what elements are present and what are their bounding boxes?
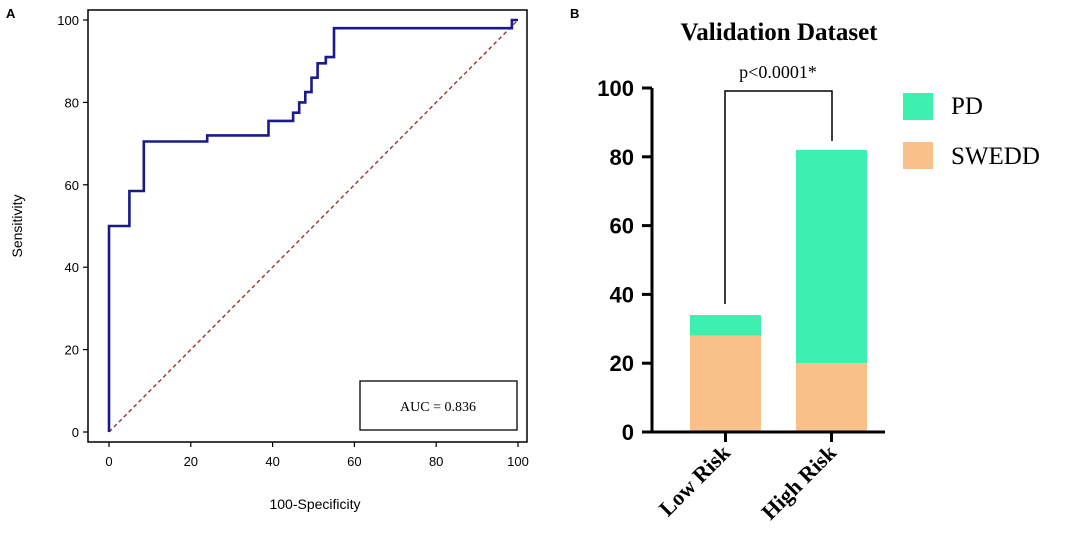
significance-bracket: [724, 90, 833, 304]
roc-x-axis-label: 100-Specificity: [269, 496, 360, 512]
roc-y-ticks: 0 20 40 60 80 100: [57, 13, 88, 440]
bar-group: [690, 149, 867, 432]
roc-y-axis-label: Sensitivity: [9, 194, 25, 257]
roc-x-tick-label: 80: [429, 454, 443, 469]
bar-category-labels: Low Risk High Risk: [654, 432, 842, 525]
roc-y-tick-label: 100: [57, 13, 79, 28]
roc-curve: [107, 18, 518, 432]
p-value-label: p<0.0001*: [739, 62, 817, 82]
auc-box: [359, 380, 518, 431]
roc-plot-frame: [87, 9, 528, 443]
bar-chart-title: Validation Dataset: [680, 19, 878, 46]
panel-b-letter: B: [570, 6, 579, 21]
roc-x-tick-label: 20: [184, 454, 198, 469]
legend-swatch-swedd: [903, 142, 933, 169]
roc-y-tick-label: 40: [65, 260, 79, 275]
bar-y-tick-label: 100: [597, 76, 634, 101]
bar-y-tick-label: 20: [610, 351, 634, 376]
legend-label-swedd: SWEDD: [951, 143, 1040, 170]
legend-label-pd: PD: [951, 93, 983, 120]
roc-y-tick-label: 80: [65, 95, 79, 110]
bar-category-label: Low Risk: [654, 439, 736, 521]
auc-label: AUC = 0.836: [400, 400, 476, 415]
bar-y-tick-label: 80: [610, 145, 634, 170]
bar-y-tick-label: 0: [622, 420, 634, 445]
roc-reference-line: [108, 19, 519, 433]
bar-y-tick-label: 40: [610, 282, 634, 307]
roc-y-tick-label: 20: [65, 343, 79, 358]
bar-category-label: High Risk: [756, 439, 841, 524]
roc-y-tick-label: 0: [72, 425, 79, 440]
legend-swatch-pd: [903, 93, 933, 120]
roc-x-tick-label: 40: [265, 454, 279, 469]
bar-panel: B Validation Dataset 0 20 40 60 80 100 Low Ri…: [570, 6, 1040, 525]
bar-y-tick-label: 60: [610, 214, 634, 239]
bar-swedd-high-risk: [796, 363, 867, 432]
roc-y-tick-label: 60: [65, 178, 79, 193]
bar-pd-low-risk: [690, 315, 761, 336]
bar-swedd-low-risk: [690, 335, 761, 432]
bar-pd-high-risk: [796, 149, 867, 364]
panel-a-letter: A: [6, 6, 16, 21]
bar-y-ticks: 0 20 40 60 80 100: [597, 76, 652, 445]
roc-x-tick-label: 0: [105, 454, 112, 469]
roc-x-tick-label: 60: [347, 454, 361, 469]
roc-x-tick-label: 100: [507, 454, 529, 469]
roc-x-ticks: 0 20 40 60 80 100: [105, 442, 529, 469]
